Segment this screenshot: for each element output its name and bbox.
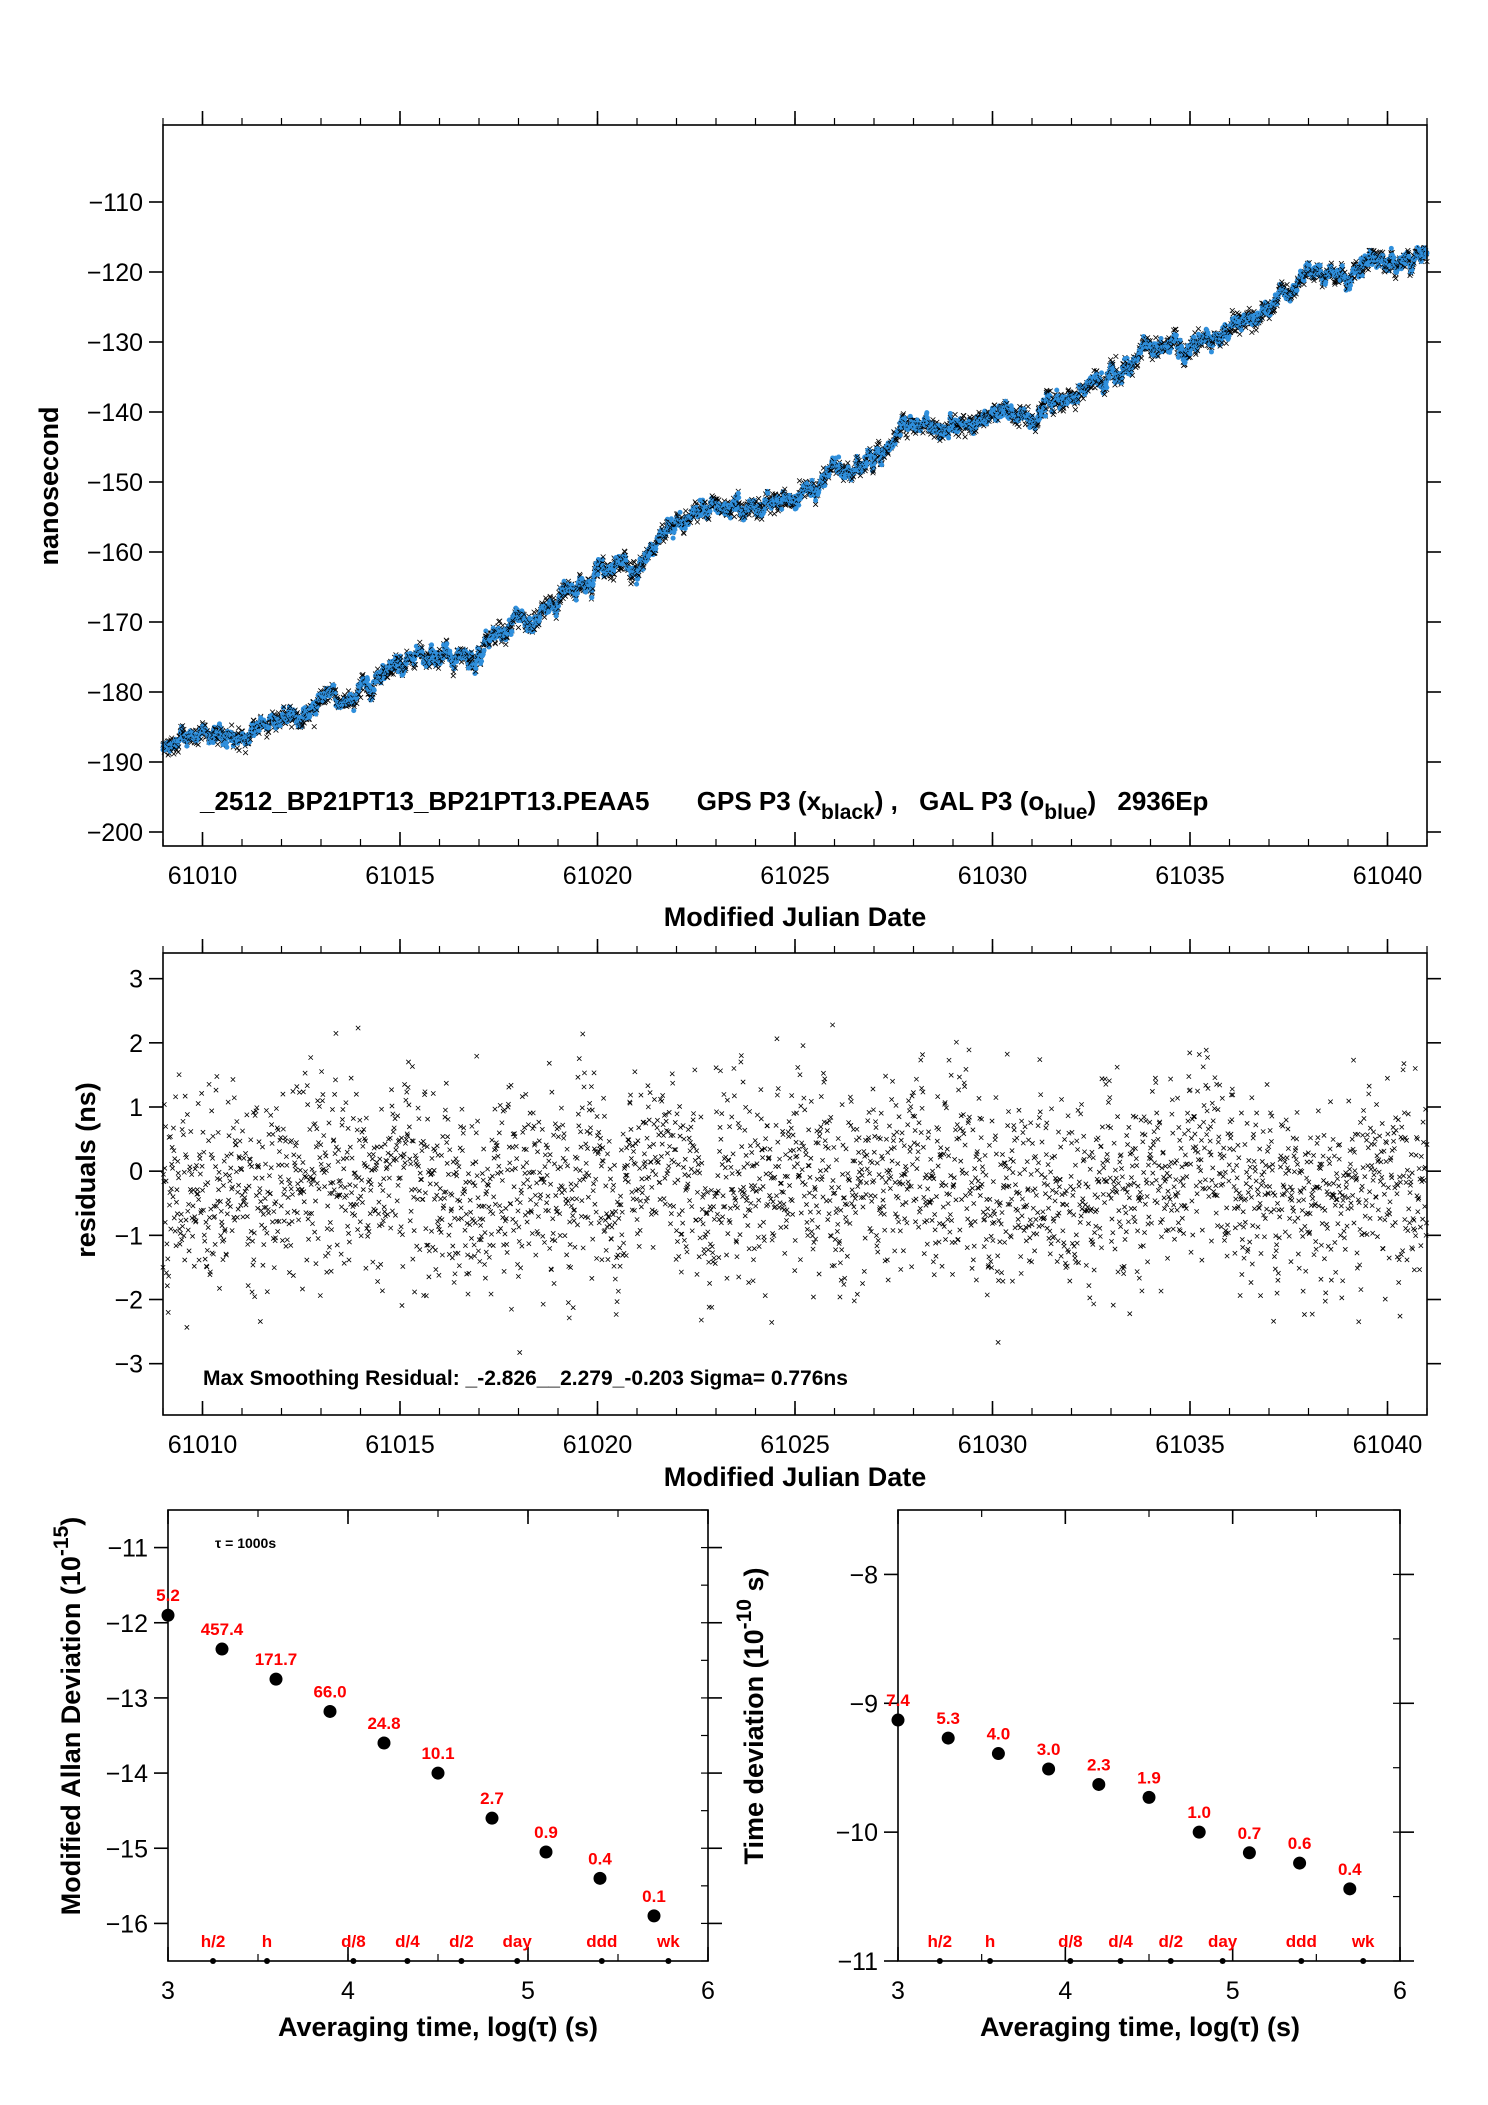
gal-point [707,508,713,514]
gal-point [429,642,435,648]
gal-point [1238,327,1244,333]
gal-point [509,628,515,634]
gal-point [736,495,742,501]
gal-point [902,415,908,421]
gal-point [836,454,842,460]
gal-point [478,658,484,664]
gps-point [228,722,235,728]
gal-point [1158,336,1164,342]
gal-point [1173,332,1179,338]
gps-point [264,734,270,740]
gal-point [537,614,543,620]
gps-point [202,722,208,729]
gal-point [1042,407,1048,413]
gps-point [325,697,331,704]
gps-point [175,749,181,755]
gal-point [765,490,771,496]
gal-point [634,581,640,587]
gps-point [318,688,324,694]
time-series-panel: 61010 61015 61020 61025 61030 61035 61040−110−… [34,111,1441,932]
gal-point [246,739,252,745]
gal-point [879,462,885,468]
gal-point [573,597,579,603]
gal-point [444,641,450,647]
gal-point [223,740,229,746]
gal-point [351,708,357,714]
gal-point [473,665,479,671]
gps-point [247,736,254,743]
gal-point [224,744,230,750]
gal-point [796,502,802,508]
gal-point [727,515,733,521]
gps-point [281,704,287,710]
gal-point [677,509,683,515]
gps-point [265,729,272,736]
gal-point [946,435,952,441]
gal-point [266,724,272,730]
gps-point [236,747,242,754]
gal-point [365,677,371,683]
gal-point [371,687,377,693]
gps-point [234,745,240,751]
gal-point [313,711,319,717]
gal-point [735,490,741,496]
gal-point [589,595,595,601]
gal-point [481,647,487,653]
gal-point [256,728,262,734]
gal-point [331,682,337,688]
gps-point [299,723,305,730]
time-series-points [160,244,1430,758]
gal-point [845,464,851,470]
gal-point [1106,374,1112,380]
gal-point [1054,387,1060,393]
gal-point [682,525,688,531]
gps-point [311,723,317,730]
gps-point [195,742,201,748]
gal-point [1042,413,1048,419]
gal-point [590,581,596,587]
gal-point [184,743,190,749]
gal-point [947,411,953,417]
gal-point [1099,370,1105,376]
gps-point [179,723,186,729]
gps-point [356,691,362,698]
gal-point [307,712,313,718]
gps-point [175,744,182,750]
gal-point [595,572,601,578]
gal-point [924,410,930,416]
gal-point [670,535,676,541]
gps-point [242,749,249,756]
gal-point [813,497,819,503]
gps-point [294,709,300,716]
gps-point [358,694,364,701]
gps-point [332,687,339,693]
gal-point [816,487,822,493]
gps-point [215,741,221,748]
gps-point [301,720,307,726]
gps-point [171,751,177,757]
gal-point [527,615,533,621]
gal-point [348,692,354,698]
gal-point [216,721,222,727]
gps-point [181,726,187,733]
gps-point [288,724,295,730]
gps-point [198,736,204,742]
gal-point [1104,385,1110,391]
gal-point [672,526,678,532]
gal-point [1187,351,1193,357]
gps-point [354,700,360,707]
gal-point [210,739,216,745]
